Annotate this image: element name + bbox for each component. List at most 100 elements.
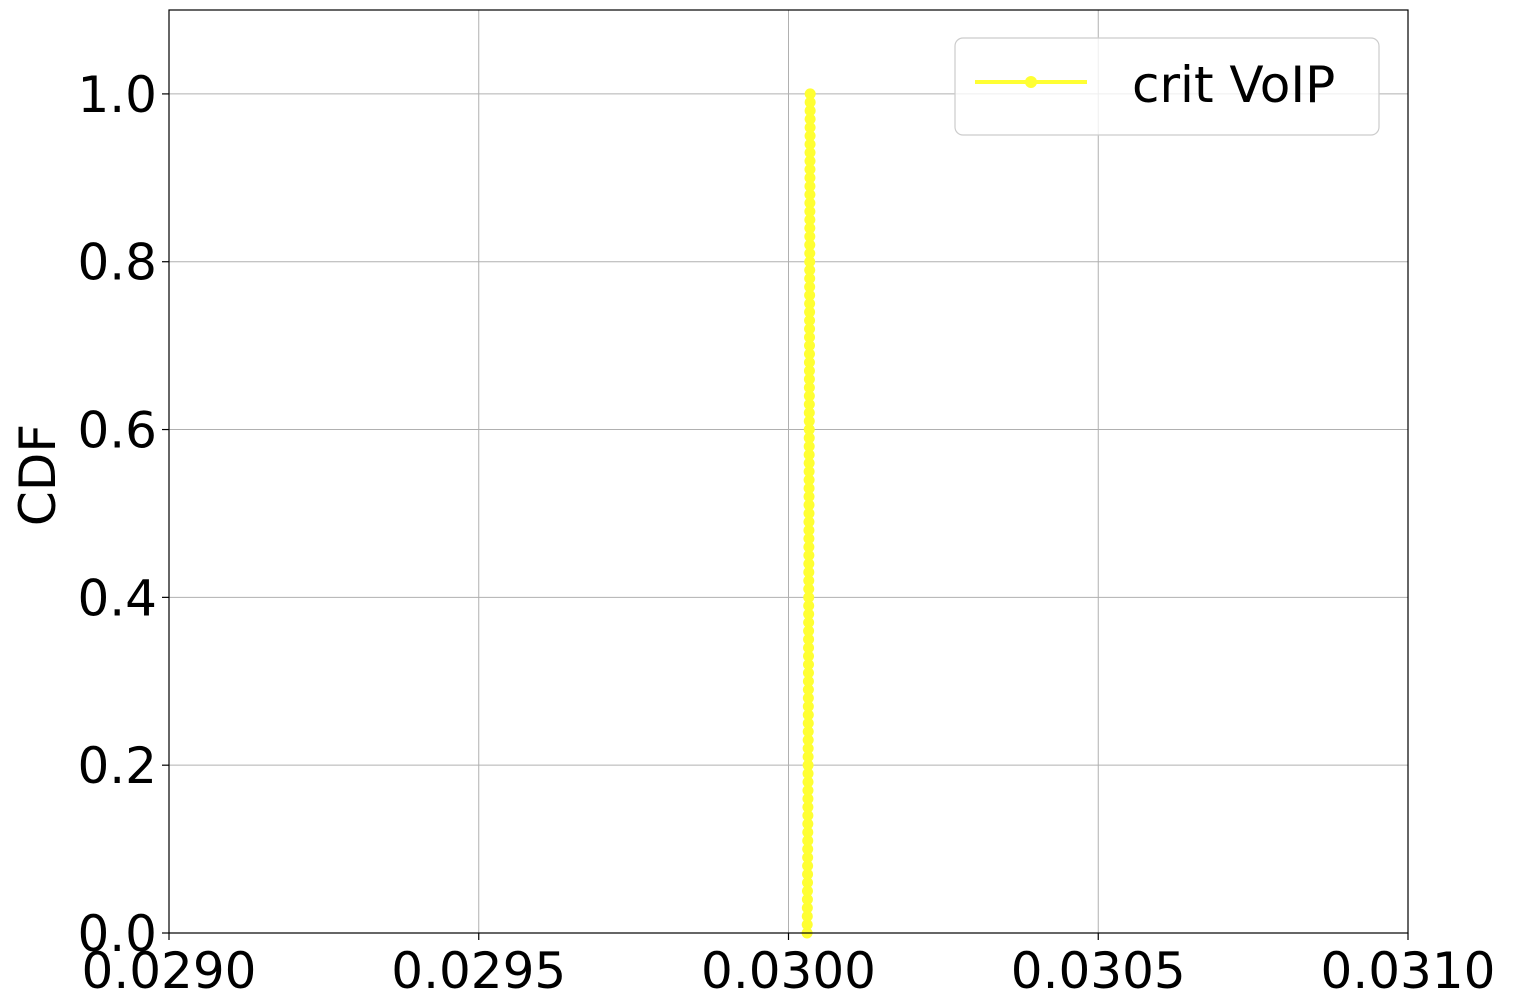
data-point <box>803 533 815 545</box>
legend-box <box>954 37 1380 136</box>
data-point <box>803 432 815 444</box>
data-point <box>804 314 816 326</box>
y-tick-label: 1.0 <box>77 66 157 124</box>
data-point <box>802 726 814 738</box>
y-tick-label: 0.6 <box>77 402 157 460</box>
data-point <box>803 390 815 402</box>
data-point <box>803 591 815 603</box>
data-point <box>803 642 815 654</box>
data-point <box>803 424 815 436</box>
data-point <box>803 457 815 469</box>
data-point <box>803 558 815 570</box>
data-point <box>804 323 816 335</box>
data-point <box>802 742 814 754</box>
data-point <box>803 633 815 645</box>
data-point <box>803 466 815 477</box>
data-point <box>803 516 815 528</box>
data-point <box>803 449 815 461</box>
data-point <box>802 843 814 855</box>
data-point <box>804 138 816 150</box>
data-point <box>804 113 816 125</box>
x-axis-ticks: 0.0290 0.0295 0.0300 0.0305 0.0310 <box>82 933 1496 1000</box>
data-point <box>803 583 815 595</box>
data-point <box>802 709 814 721</box>
data-point <box>802 667 814 679</box>
data-point <box>804 105 816 117</box>
data-point <box>804 264 816 276</box>
data-point <box>802 818 814 830</box>
data-point <box>804 155 816 167</box>
x-tick-label: 0.0290 <box>82 942 257 1000</box>
data-point <box>803 348 815 360</box>
data-point <box>803 617 815 629</box>
data-point <box>804 172 816 184</box>
data-point <box>802 658 814 670</box>
data-point <box>804 189 816 201</box>
data-point <box>802 793 814 805</box>
y-tick-label: 0.4 <box>77 569 157 627</box>
legend: crit VoIP <box>954 37 1380 136</box>
data-point <box>804 231 816 243</box>
data-point <box>801 885 813 897</box>
data-point <box>802 877 814 889</box>
data-point <box>804 205 816 217</box>
data-point <box>804 147 816 159</box>
x-tick-label: 0.0295 <box>391 942 566 1000</box>
data-point <box>802 717 814 729</box>
data-point <box>801 902 813 914</box>
data-point <box>803 491 815 503</box>
grid-lines <box>168 10 1409 934</box>
data-point <box>803 365 815 377</box>
data-point <box>802 692 814 704</box>
data-point <box>803 625 815 637</box>
data-point <box>804 222 816 234</box>
data-point <box>801 919 813 931</box>
data-point <box>803 566 815 578</box>
y-tick-label: 0.2 <box>77 737 157 795</box>
data-point <box>802 776 814 788</box>
y-tick-label: 0.8 <box>77 234 157 292</box>
data-point <box>803 499 815 511</box>
data-point <box>804 163 816 175</box>
data-point <box>802 759 814 771</box>
data-point <box>804 130 816 142</box>
data-point <box>802 851 814 863</box>
data-point <box>802 751 814 763</box>
data-point <box>803 541 815 553</box>
data-point <box>803 474 815 486</box>
data-point <box>802 768 814 780</box>
x-tick-label: 0.0310 <box>1321 942 1496 1000</box>
data-point <box>804 281 816 293</box>
legend-label-crit-voip: crit VoIP <box>1132 56 1335 114</box>
data-point <box>802 675 814 687</box>
data-point <box>803 575 815 587</box>
data-point <box>803 524 815 536</box>
legend-marker <box>1025 76 1037 88</box>
y-axis-label: CDF <box>9 424 67 526</box>
data-point <box>803 382 815 394</box>
data-point <box>804 247 816 259</box>
data-point <box>803 415 815 427</box>
data-point <box>804 306 816 318</box>
data-point <box>803 356 815 368</box>
data-point <box>803 440 815 452</box>
data-point <box>802 801 814 813</box>
data-point <box>804 214 816 226</box>
data-point <box>804 239 816 251</box>
data-point <box>804 331 816 343</box>
data-point <box>802 835 814 847</box>
data-point <box>802 700 814 712</box>
data-point <box>804 96 816 108</box>
data-point <box>804 298 816 310</box>
series-crit-voip <box>801 88 816 939</box>
data-point <box>803 608 815 620</box>
data-point <box>803 600 815 612</box>
data-point <box>803 507 815 519</box>
data-point <box>804 88 816 100</box>
data-point <box>803 407 815 419</box>
data-point <box>802 868 814 880</box>
data-point <box>803 549 815 561</box>
data-point <box>804 289 816 301</box>
data-point <box>802 784 814 796</box>
data-point <box>804 197 816 209</box>
